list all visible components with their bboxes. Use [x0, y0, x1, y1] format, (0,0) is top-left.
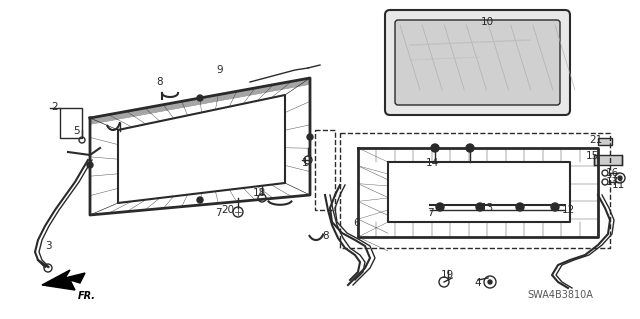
Circle shape — [516, 203, 524, 211]
Bar — [315, 130, 335, 210]
Text: 21: 21 — [589, 135, 603, 145]
Circle shape — [197, 95, 203, 101]
Text: 1: 1 — [301, 158, 308, 168]
Text: 5: 5 — [73, 126, 79, 136]
Text: 7: 7 — [427, 208, 433, 218]
Polygon shape — [42, 270, 85, 290]
FancyBboxPatch shape — [385, 10, 570, 115]
Circle shape — [476, 203, 484, 211]
Text: 6: 6 — [354, 218, 360, 228]
Text: 19: 19 — [440, 270, 454, 280]
Text: 4: 4 — [475, 278, 481, 288]
Text: 13: 13 — [481, 203, 493, 213]
Text: 15: 15 — [586, 151, 598, 161]
Text: 7: 7 — [214, 208, 221, 218]
Circle shape — [307, 134, 313, 140]
Circle shape — [436, 203, 444, 211]
Text: 8: 8 — [323, 231, 330, 241]
Text: 17: 17 — [605, 177, 619, 187]
Text: 12: 12 — [561, 205, 575, 215]
Text: 16: 16 — [605, 168, 619, 178]
Bar — [598, 138, 612, 145]
Circle shape — [431, 144, 439, 152]
Circle shape — [618, 176, 622, 180]
Circle shape — [197, 197, 203, 203]
Circle shape — [488, 280, 492, 284]
Text: SWA4B3810A: SWA4B3810A — [527, 290, 593, 300]
Circle shape — [551, 203, 559, 211]
Text: 3: 3 — [45, 241, 51, 251]
Text: 14: 14 — [426, 158, 438, 168]
Circle shape — [466, 144, 474, 152]
Text: 8: 8 — [157, 77, 163, 87]
Text: 20: 20 — [221, 205, 235, 215]
Text: 18: 18 — [252, 188, 266, 198]
Circle shape — [87, 162, 93, 168]
Text: 10: 10 — [481, 17, 493, 27]
Text: 9: 9 — [217, 65, 223, 75]
Text: 11: 11 — [611, 180, 625, 190]
Text: 2: 2 — [52, 102, 58, 112]
Bar — [60, 108, 82, 138]
Bar — [594, 155, 622, 165]
FancyBboxPatch shape — [395, 20, 560, 105]
Text: FR.: FR. — [78, 291, 96, 301]
